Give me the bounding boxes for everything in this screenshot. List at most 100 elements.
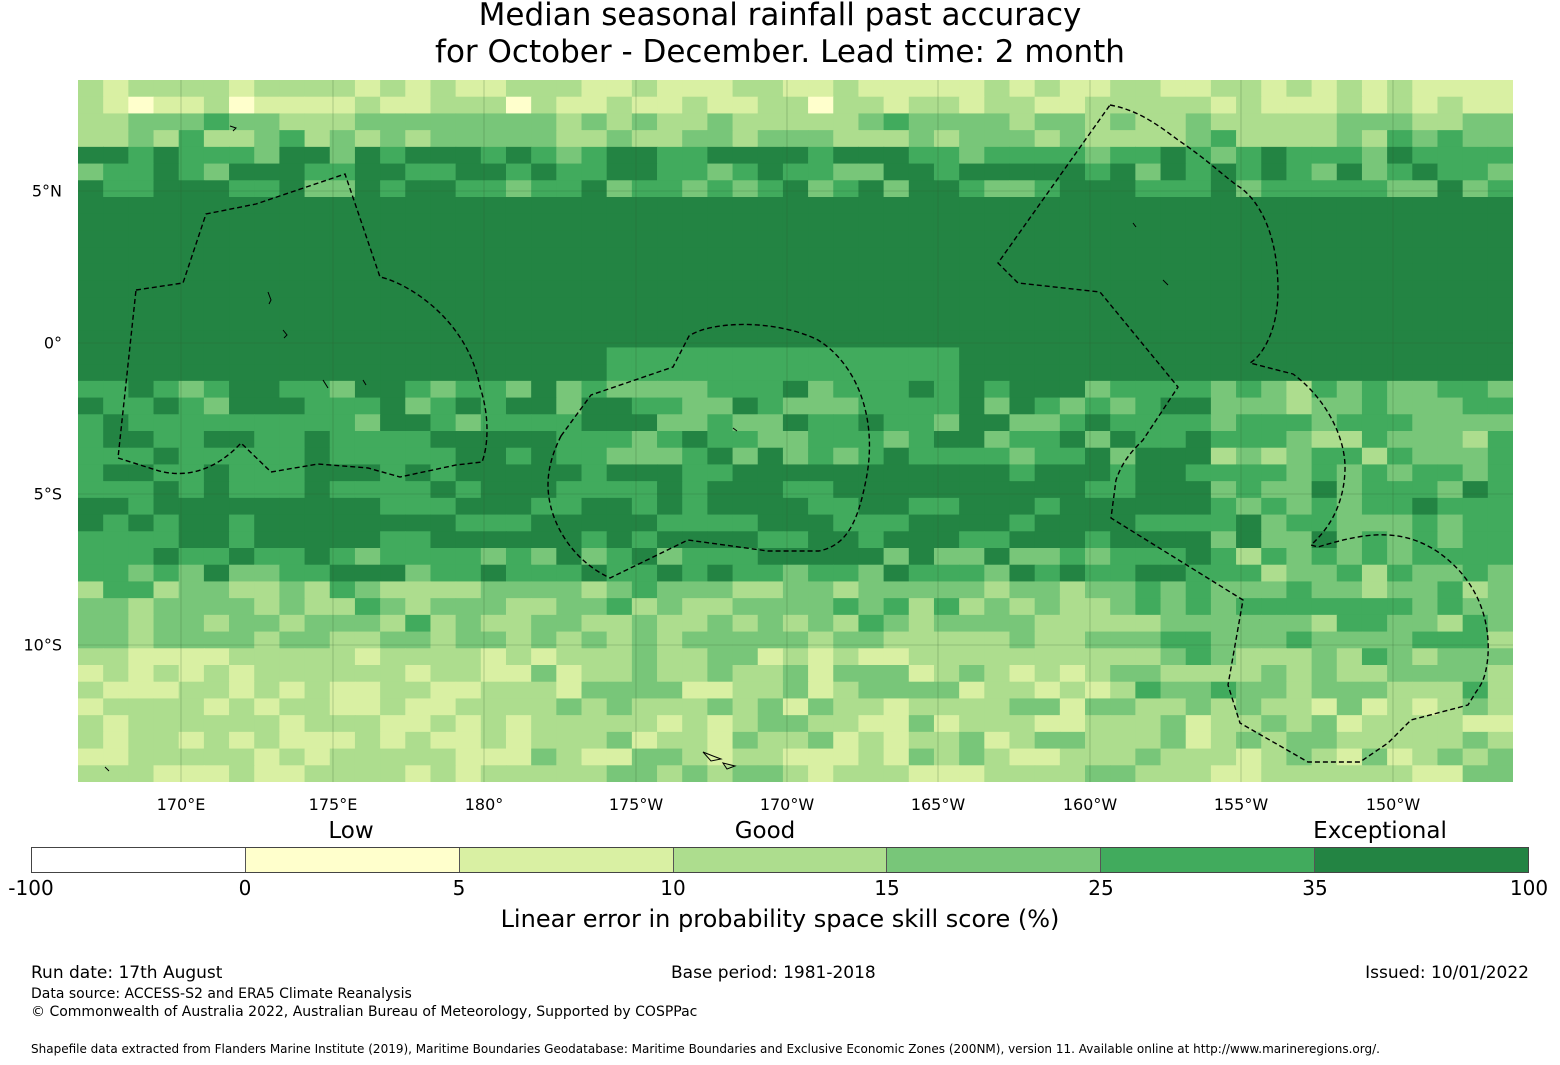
- skill-grid-cell: [556, 314, 583, 332]
- skill-grid-cell: [354, 665, 381, 683]
- skill-grid-cell: [1185, 481, 1212, 499]
- skill-grid-cell: [556, 548, 583, 566]
- skill-grid-cell: [556, 263, 583, 282]
- skill-grid-cell: [657, 765, 683, 782]
- skill-grid-cell: [808, 163, 834, 181]
- skill-grid-cell: [1462, 648, 1489, 666]
- skill-grid-cell: [1387, 163, 1413, 181]
- skill-grid-cell: [682, 280, 708, 298]
- skill-grid-cell: [480, 715, 507, 733]
- skill-grid-cell: [1311, 464, 1338, 482]
- skill-grid-cell: [908, 665, 935, 683]
- skill-grid-cell: [1085, 731, 1111, 750]
- skill-grid-cell: [128, 180, 155, 198]
- skill-grid-cell: [279, 163, 306, 181]
- skill-grid-cell: [1185, 297, 1212, 315]
- skill-grid-cell: [1236, 280, 1262, 298]
- skill-grid-cell: [1286, 431, 1313, 449]
- skill-grid-cell: [430, 497, 457, 516]
- skill-grid-cell: [203, 280, 230, 298]
- skill-grid-cell: [480, 380, 507, 399]
- skill-grid-cell: [1286, 314, 1313, 332]
- skill-grid-cell: [1437, 748, 1464, 766]
- skill-grid-cell: [1462, 431, 1489, 449]
- skill-grid-cell: [883, 631, 910, 649]
- skill-grid-cell: [833, 263, 860, 282]
- skill-grid-cell: [833, 447, 860, 466]
- skill-grid-cell: [178, 280, 205, 298]
- skill-grid-cell: [1059, 80, 1086, 98]
- skill-grid-cell: [833, 163, 860, 181]
- skill-grid-cell: [279, 648, 306, 666]
- skill-grid-cell: [1437, 598, 1464, 616]
- skill-grid-cell: [103, 731, 129, 750]
- skill-grid-cell: [1487, 598, 1513, 616]
- skill-grid-cell: [103, 330, 129, 349]
- skill-grid-cell: [354, 464, 381, 482]
- skill-grid-cell: [833, 531, 860, 549]
- skill-grid-cell: [405, 347, 432, 365]
- skill-grid-cell: [304, 765, 331, 782]
- skill-grid-cell: [1085, 514, 1111, 532]
- skill-grid-cell: [1085, 531, 1111, 549]
- skill-grid-cell: [354, 631, 381, 649]
- skill-grid-cell: [329, 765, 356, 782]
- skill-grid-cell: [78, 715, 104, 733]
- skill-grid-cell: [858, 514, 885, 532]
- skill-grid-cell: [329, 297, 356, 315]
- skill-grid-cell: [1487, 80, 1513, 98]
- skill-grid-cell: [782, 113, 809, 131]
- skill-grid-cell: [128, 113, 155, 131]
- skill-grid-cell: [782, 598, 809, 616]
- skill-grid-cell: [984, 447, 1011, 466]
- skill-grid-cell: [1311, 364, 1338, 382]
- skill-grid-cell: [1034, 715, 1061, 733]
- skill-grid-cell: [1387, 698, 1413, 716]
- skill-grid-cell: [480, 96, 507, 115]
- skill-grid-cell: [1412, 380, 1439, 399]
- skill-grid-cell: [153, 431, 180, 449]
- skill-grid-cell: [455, 648, 482, 666]
- skill-grid-cell: [380, 765, 406, 782]
- skill-grid-cell: [631, 631, 658, 649]
- skill-grid-cell: [933, 497, 960, 516]
- skill-grid-cell: [1210, 614, 1237, 633]
- skill-grid-cell: [908, 213, 935, 232]
- skill-grid-cell: [103, 447, 129, 466]
- skill-grid-cell: [631, 414, 658, 432]
- skill-grid-cell: [405, 213, 432, 232]
- skill-score-map: [78, 80, 1513, 782]
- skill-grid-cell: [808, 631, 834, 649]
- skill-grid-cell: [1059, 614, 1086, 633]
- skill-grid-cell: [657, 614, 683, 633]
- skill-grid-cell: [531, 397, 557, 415]
- skill-grid-cell: [128, 431, 155, 449]
- skill-grid-cell: [128, 614, 155, 633]
- skill-grid-cell: [380, 230, 406, 248]
- skill-grid-cell: [1085, 598, 1111, 616]
- skill-grid-cell: [178, 347, 205, 365]
- skill-grid-cell: [732, 698, 759, 716]
- skill-grid-cell: [1110, 330, 1136, 349]
- skill-grid-cell: [1135, 113, 1162, 131]
- skill-grid-cell: [657, 431, 683, 449]
- skill-grid-cell: [455, 698, 482, 716]
- skill-grid-cell: [1085, 748, 1111, 766]
- colorbar-tick-label: 35: [1302, 876, 1328, 900]
- skill-grid-cell: [455, 247, 482, 265]
- skill-grid-cell: [808, 146, 834, 165]
- skill-grid-cell: [1462, 631, 1489, 649]
- skill-grid-cell: [1034, 347, 1061, 365]
- skill-grid-cell: [128, 497, 155, 516]
- skill-grid-cell: [430, 280, 457, 298]
- skill-grid-cell: [808, 213, 834, 232]
- skill-grid-cell: [782, 514, 809, 532]
- skill-grid-cell: [103, 431, 129, 449]
- skill-grid-cell: [1034, 514, 1061, 532]
- skill-grid-cell: [858, 481, 885, 499]
- skill-grid-cell: [455, 564, 482, 583]
- skill-grid-cell: [505, 581, 532, 599]
- skill-grid-cell: [556, 581, 583, 599]
- skill-grid-cell: [1487, 431, 1513, 449]
- skill-grid-cell: [883, 731, 910, 750]
